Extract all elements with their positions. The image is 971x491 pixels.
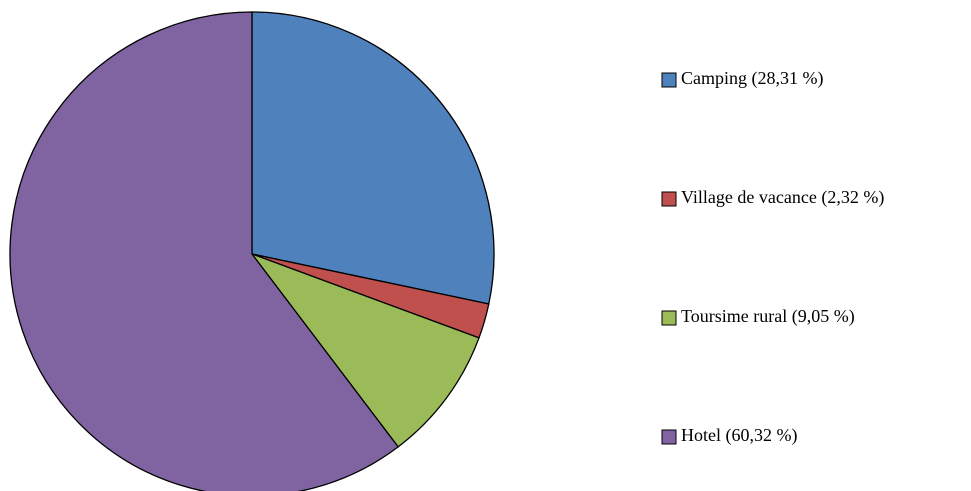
legend-label: Camping (28,31 %) xyxy=(681,68,823,89)
legend-swatch xyxy=(661,191,677,207)
pie-slice xyxy=(251,11,495,305)
legend-label: Village de vacance (2,32 %) xyxy=(681,187,884,208)
legend-label: Hotel (60,32 %) xyxy=(681,425,797,446)
pie-slice xyxy=(250,252,480,448)
pie-slice xyxy=(9,11,400,491)
legend-swatch xyxy=(661,429,677,445)
legend-swatch xyxy=(661,72,677,88)
legend-label: Toursime rural (9,05 %) xyxy=(681,306,855,327)
legend-swatch xyxy=(661,310,677,326)
